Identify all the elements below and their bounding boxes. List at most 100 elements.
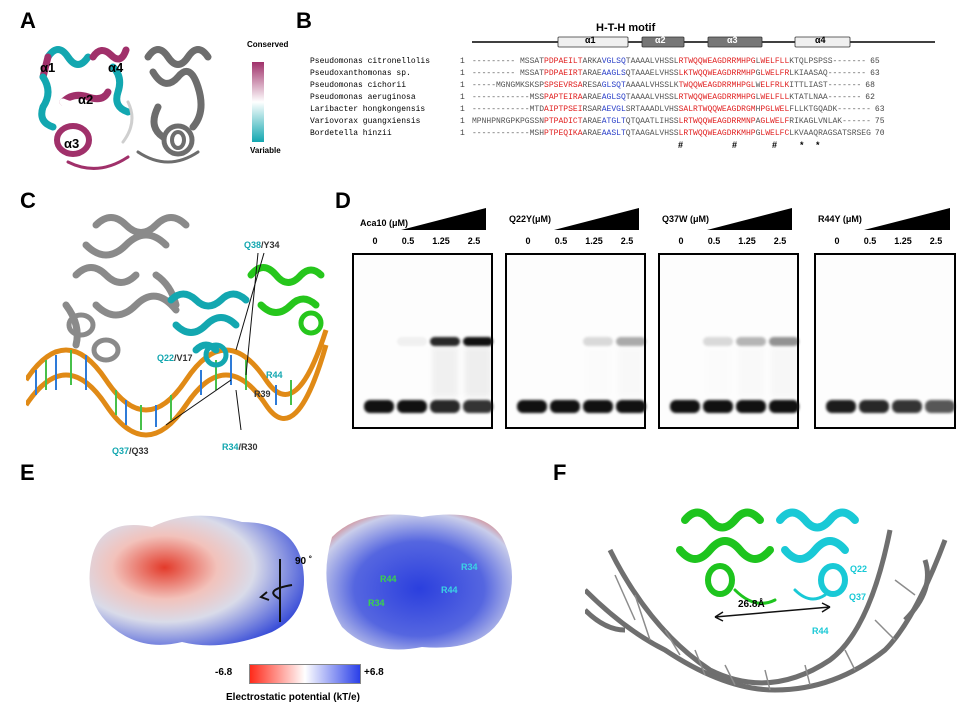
gel-image (505, 253, 646, 429)
lane-label: 2.5 (929, 236, 943, 246)
panel-e-surfaces (89, 514, 512, 650)
alignment-row: Pseudoxanthomonas sp. 1 --------- MSSATP… (310, 69, 880, 78)
lane-label: 0 (525, 236, 531, 246)
sequence-alignment: Pseudomonas citronellolis 1 --------- MS… (310, 56, 885, 140)
lane-label: 0 (372, 236, 378, 246)
residue-label-q38-y34: Q38/Y34 (244, 240, 280, 250)
shifted-complex-band (463, 337, 493, 346)
marker-hash: # (678, 140, 684, 150)
conservation-chain (38, 46, 134, 170)
surface-rotated (326, 514, 512, 650)
surface-front (89, 515, 304, 646)
residue-label-r34-r30: R34/R30 (222, 442, 258, 452)
gel-image (352, 253, 493, 429)
marker-star: * (816, 140, 820, 150)
rotate-icon (259, 559, 293, 622)
green-protein (247, 264, 325, 336)
residue-label-r44: R44 (812, 626, 829, 636)
lane-label: 0 (834, 236, 840, 246)
colorbar-title: Electrostatic potential (kT/e) (226, 692, 360, 703)
ss-label-a4: α4 (815, 35, 826, 45)
lane-label: 2.5 (620, 236, 634, 246)
free-dna-band (517, 400, 547, 413)
marker-star: * (800, 140, 804, 150)
gel-title: Q37W (μM) (662, 214, 710, 224)
smear (618, 347, 644, 397)
free-dna-band (397, 400, 427, 413)
shifted-complex-band (583, 337, 613, 346)
free-dna-band (736, 400, 766, 413)
shifted-complex-band (430, 337, 460, 346)
panel-label-f: F (553, 460, 567, 485)
free-dna-band (826, 400, 856, 413)
alignment-row: Pseudomonas citronellolis 1 --------- MS… (310, 57, 880, 66)
panel-f-complex (585, 508, 948, 693)
residue-label-q37-q33: Q37/Q33 (112, 446, 149, 456)
marker-hash: # (732, 140, 738, 150)
free-dna-band (430, 400, 460, 413)
surface-label-r44: R44 (380, 574, 397, 584)
sequence: --------- MSSATPDPAEILTARKAVGLSQTAAAALVH… (472, 57, 867, 66)
lane-label: 0 (678, 236, 684, 246)
residue-label-q22-v17: Q22/V17 (157, 353, 193, 363)
panel-label-b: B (296, 8, 312, 33)
smear (705, 347, 731, 397)
ss-label-a3: α3 (727, 35, 738, 45)
free-dna-band (550, 400, 580, 413)
alignment-row: Laribacter hongkongensis 1 ------------M… (310, 105, 885, 114)
smear (465, 347, 491, 397)
distance-label: 26.8Å (738, 599, 765, 610)
free-dna-band (925, 400, 955, 413)
lane-label: 0.5 (401, 236, 415, 246)
shifted-complex-band (703, 337, 733, 346)
sequence: --------- MSSATPDPAEIRTARAEAAGLSQTAAAELV… (472, 69, 867, 78)
leader-lines (165, 252, 265, 431)
smear (771, 347, 797, 397)
free-dna-band (703, 400, 733, 413)
lane-label: 0.5 (707, 236, 721, 246)
sequence: ------------MSSPAPTEIRAARAEAGLSQTAAAALVH… (472, 93, 862, 102)
ss-label-a1: α1 (585, 35, 596, 45)
residue-label-r44: R44 (266, 370, 283, 380)
panel-a-cartoon (38, 46, 212, 170)
shifted-complex-band (616, 337, 646, 346)
helix-label-a1: α1 (40, 60, 56, 75)
rotation-label: 90 ˚ (295, 556, 313, 567)
conservation-colorbar (252, 62, 264, 142)
hth-motif-title: H-T-H motif (596, 22, 656, 34)
cyan-chain (776, 508, 859, 601)
panel-label-c: C (20, 188, 36, 213)
smear (738, 347, 764, 397)
sequence: ------------MSHPTPEQIKAARAEAASLTQTAAGALV… (472, 129, 871, 138)
lane-label: 2.5 (467, 236, 481, 246)
concentration-wedge (554, 208, 639, 230)
lane-label: 2.5 (773, 236, 787, 246)
dna-backbone (26, 329, 329, 438)
ss-label-a2: α2 (655, 35, 666, 45)
panel-label-d: D (335, 188, 351, 213)
helix-label-a2: α2 (78, 92, 94, 107)
free-dna-band (670, 400, 700, 413)
gel-title: Q22Y(μM) (509, 214, 552, 224)
free-dna-band (583, 400, 613, 413)
residue-label-r39: R39 (254, 389, 271, 399)
shifted-complex-band (769, 337, 799, 346)
grey-chain (136, 46, 212, 164)
free-dna-band (892, 400, 922, 413)
dna-bases (614, 574, 916, 691)
panel-label-e: E (20, 460, 35, 485)
free-dna-band (463, 400, 493, 413)
concentration-wedge (707, 208, 792, 230)
concentration-wedge (864, 208, 950, 230)
colorbar-max-label: +6.8 (364, 667, 384, 678)
lane-label: 1.25 (585, 236, 603, 246)
gel-image (814, 253, 956, 429)
colorbar-min-label: -6.8 (215, 667, 233, 678)
gel-title: Aca10 (μM) (360, 218, 409, 228)
panel-label-a: A (20, 8, 36, 33)
panel-c-complex (26, 214, 329, 438)
surface-label-r44: R44 (441, 585, 458, 595)
lane-label: 1.25 (738, 236, 756, 246)
alignment-row: Pseudomonas cichorii 1 -----MGNGMKSKSPSP… (310, 81, 875, 90)
cyan-protein (167, 290, 250, 368)
